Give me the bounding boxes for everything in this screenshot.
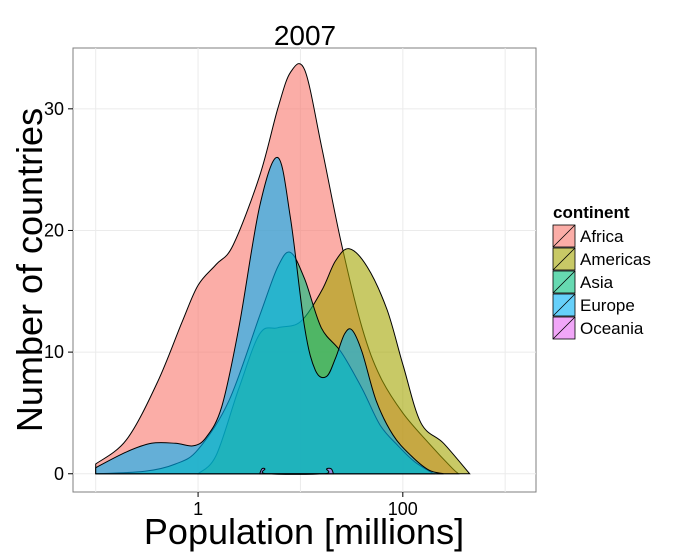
y-axis-title: Number of countries — [9, 108, 50, 432]
legend-label: Asia — [580, 273, 614, 292]
legend-key-slash — [552, 270, 576, 294]
legend-key-slash — [552, 247, 576, 271]
legend-item-americas: Americas — [552, 247, 651, 271]
legend-label: Americas — [580, 250, 651, 269]
density-areas — [95, 63, 471, 475]
x-tick-label: 100 — [388, 499, 418, 519]
legend-item-europe: Europe — [552, 293, 635, 317]
legend-title: continent — [553, 203, 630, 222]
x-axis-title: Population [millions] — [144, 511, 464, 552]
y-axis-ticks: 0 10 20 30 — [44, 99, 73, 484]
legend-key-slash — [552, 316, 576, 340]
legend-label: Oceania — [580, 319, 644, 338]
y-tick-label: 10 — [44, 342, 64, 362]
y-tick-label: 0 — [54, 464, 64, 484]
legend-label: Europe — [580, 296, 635, 315]
x-axis-ticks: 1 100 — [193, 492, 418, 519]
density-area-europe — [95, 157, 444, 475]
chart-title: 2007 — [274, 20, 336, 51]
legend-item-asia: Asia — [552, 270, 614, 294]
density-area-oceania — [258, 467, 335, 475]
legend-label: Africa — [580, 227, 624, 246]
legend: continent Africa Americas Asia Europe Oceani… — [552, 203, 651, 340]
y-tick-label: 20 — [44, 220, 64, 240]
legend-key-slash — [552, 224, 576, 248]
legend-item-africa: Africa — [552, 224, 624, 248]
x-tick-label: 1 — [193, 499, 203, 519]
legend-key-slash — [552, 293, 576, 317]
y-tick-label: 30 — [44, 99, 64, 119]
legend-item-oceania: Oceania — [552, 316, 644, 340]
